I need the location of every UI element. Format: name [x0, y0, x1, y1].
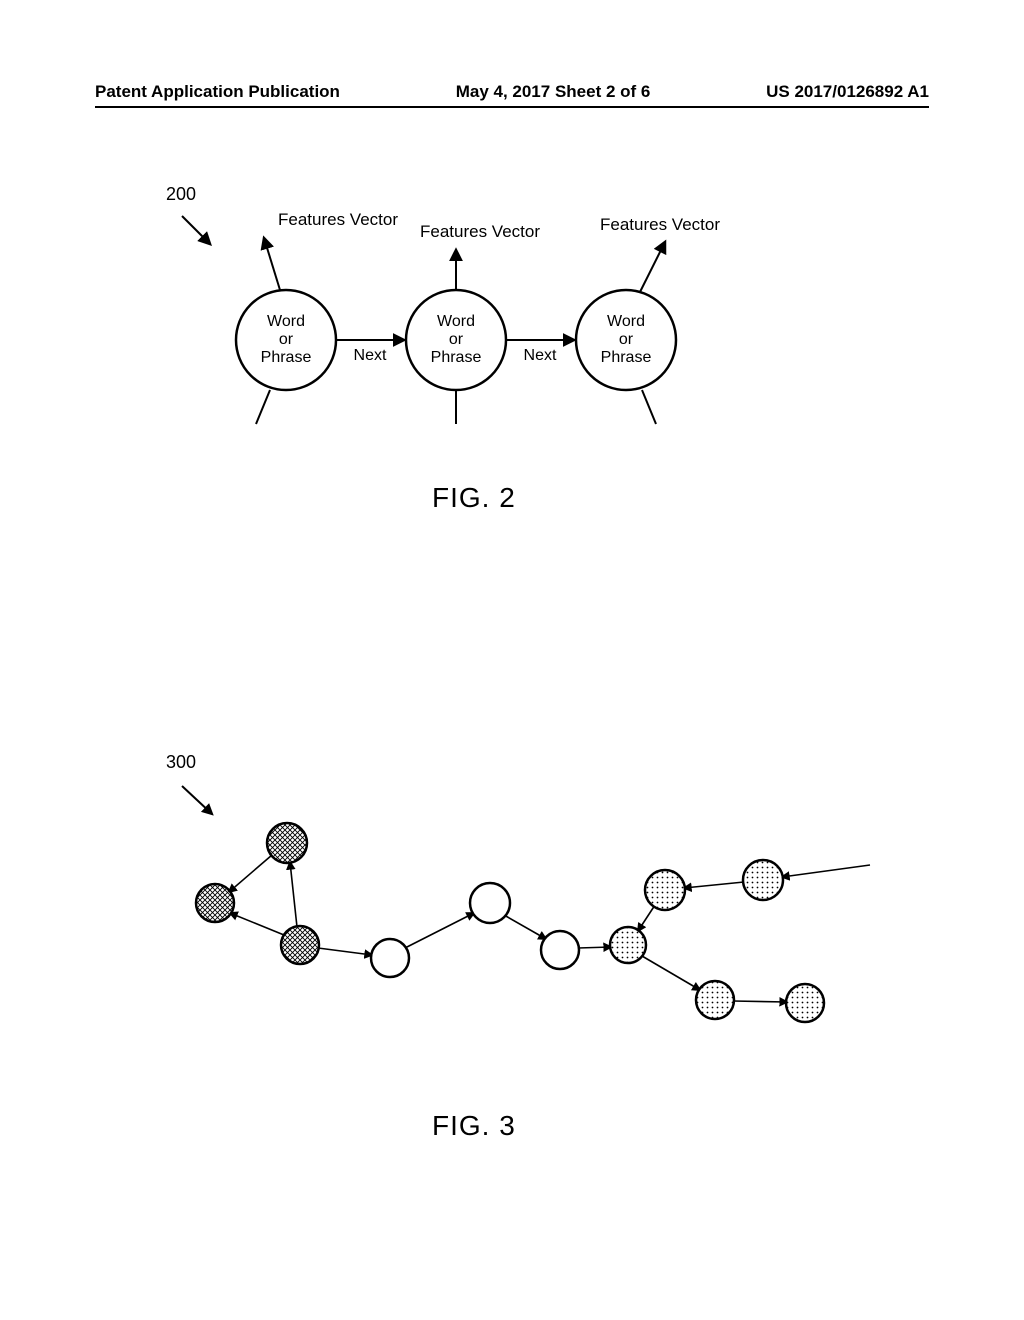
svg-text:Next: Next: [354, 347, 387, 364]
svg-text:200: 200: [166, 184, 196, 204]
svg-text:300: 300: [166, 752, 196, 772]
figure-3-label: FIG. 3: [432, 1110, 516, 1142]
svg-text:Features Vector: Features Vector: [600, 215, 720, 234]
svg-text:or: or: [619, 331, 634, 348]
svg-text:or: or: [449, 331, 464, 348]
figure-2-label: FIG. 2: [432, 482, 516, 514]
svg-text:Word: Word: [607, 313, 645, 330]
svg-text:Phrase: Phrase: [601, 349, 652, 366]
svg-text:Features Vector: Features Vector: [420, 222, 540, 241]
svg-text:Word: Word: [267, 313, 305, 330]
svg-text:Word: Word: [437, 313, 475, 330]
figure-3: 300: [0, 600, 1024, 1120]
svg-text:Phrase: Phrase: [261, 349, 312, 366]
svg-text:Next: Next: [524, 347, 557, 364]
svg-text:or: or: [279, 331, 294, 348]
figure-2: 200 Features Vector Features Vector Feature…: [0, 0, 1024, 520]
svg-text:Phrase: Phrase: [431, 349, 482, 366]
svg-text:Features Vector: Features Vector: [278, 210, 398, 229]
